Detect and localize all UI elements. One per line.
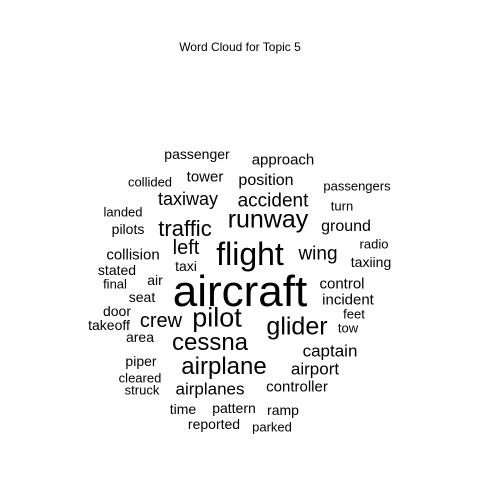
word-feet: feet xyxy=(343,306,365,322)
word-aircraft: aircraft xyxy=(172,267,308,316)
word-ramp: ramp xyxy=(267,402,299,418)
word-area: area xyxy=(125,329,155,345)
word-airplane: airplane xyxy=(181,353,267,380)
word-collided: collided xyxy=(127,174,173,190)
word-taxiway: taxiway xyxy=(157,189,219,209)
word-traffic: traffic xyxy=(158,216,212,241)
word-passengers: passengers xyxy=(323,178,391,194)
word-flight: flight xyxy=(216,236,284,272)
word-left: left xyxy=(172,237,200,259)
word-accident: accident xyxy=(237,190,309,212)
word-airplanes: airplanes xyxy=(175,379,245,399)
word-parked: parked xyxy=(252,419,292,435)
word-door: door xyxy=(102,303,132,319)
word-tower: tower xyxy=(186,168,224,186)
word-airport: airport xyxy=(290,359,340,379)
word-pilot: pilot xyxy=(192,302,242,333)
word-control: control xyxy=(319,275,365,293)
word-air: air xyxy=(147,272,163,288)
word-turn: turn xyxy=(330,198,354,214)
word-collision: collision xyxy=(106,246,160,264)
word-cessna: cessna xyxy=(171,329,249,356)
word-taxi: taxi xyxy=(175,258,197,274)
word-incident: incident xyxy=(322,291,374,309)
word-approach: approach xyxy=(251,151,315,169)
word-struck: struck xyxy=(124,382,160,398)
chart-title: Word Cloud for Topic 5 xyxy=(179,40,301,54)
word-landed: landed xyxy=(103,204,143,220)
word-ground: ground xyxy=(321,218,371,235)
word-takeoff: takeoff xyxy=(88,317,130,333)
word-reported: reported xyxy=(187,416,241,432)
word-glider: glider xyxy=(266,312,328,341)
word-wing: wing xyxy=(298,243,338,265)
word-pilots: pilots xyxy=(111,221,145,237)
word-seat: seat xyxy=(128,289,156,305)
word-stated: stated xyxy=(97,262,137,278)
word-position: position xyxy=(238,172,294,189)
word-controller: controller xyxy=(266,378,328,396)
word-taxiing: taxiing xyxy=(350,254,392,270)
word-time: time xyxy=(169,401,197,417)
word-pattern: pattern xyxy=(212,400,256,416)
word-tow: tow xyxy=(337,320,359,336)
word-final: final xyxy=(103,276,127,292)
word-radio: radio xyxy=(359,236,389,252)
word-captain: captain xyxy=(302,341,358,361)
word-passenger: passenger xyxy=(164,146,230,162)
word-crew: crew xyxy=(139,310,183,332)
word-cleared: cleared xyxy=(118,370,162,386)
word-piper: piper xyxy=(125,353,157,369)
word-runway: runway xyxy=(227,205,309,234)
